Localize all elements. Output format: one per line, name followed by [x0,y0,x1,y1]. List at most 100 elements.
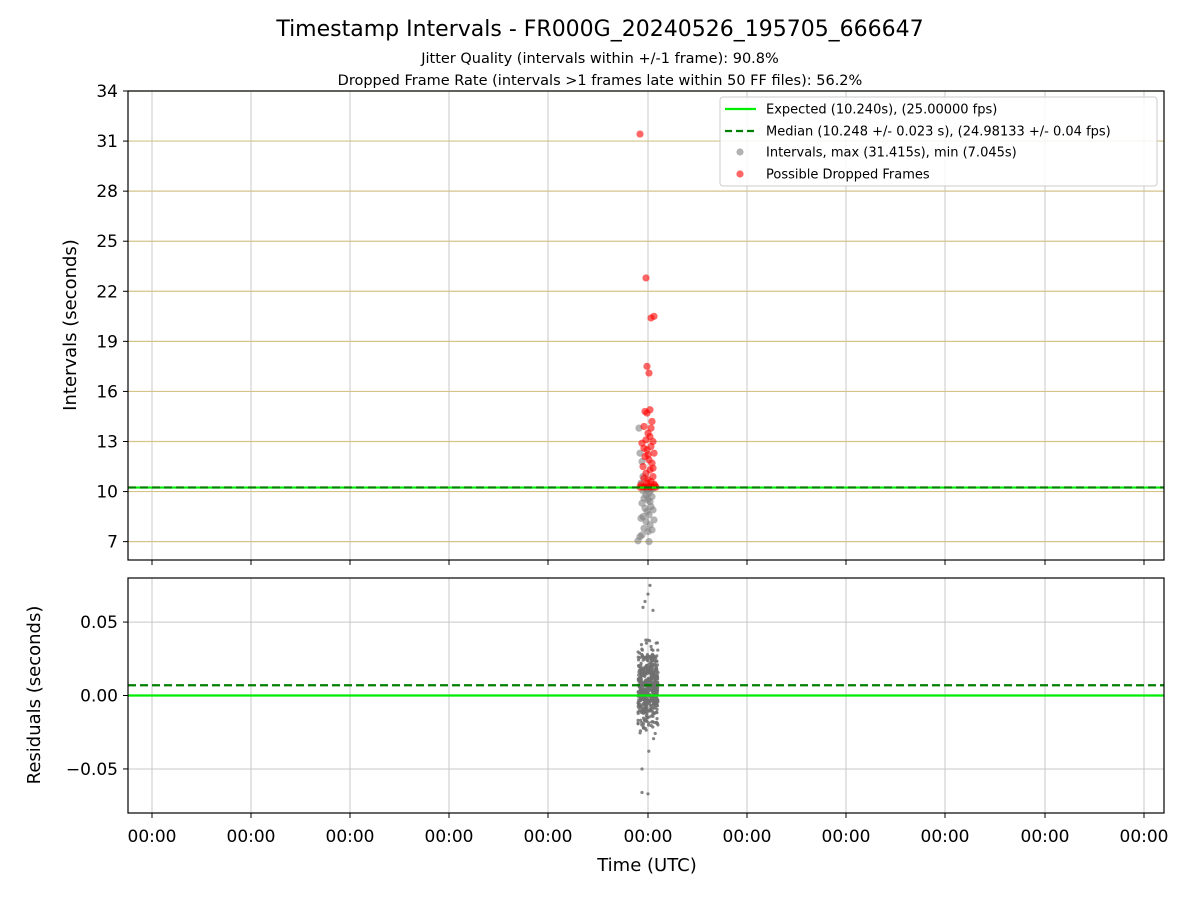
residual-point [644,719,649,723]
chart-title: Timestamp Intervals - FR000G_20240526_19… [275,17,923,42]
top-y-tick-label: 10 [96,483,118,503]
residual-point [644,696,648,700]
interval-point [636,533,644,541]
residual-point [640,647,644,651]
top-y-tick-label: 22 [96,282,118,302]
legend: Expected (10.240s), (25.00000 fps) Median… [719,96,1158,187]
residual-point [643,704,648,708]
x-tick-label: 00:00 [425,827,474,847]
dropped-frame-point [649,464,657,472]
top-y-tick-label: 28 [96,182,118,202]
bottom-y-tick-label: 0.05 [80,613,118,633]
legend-intervals-swatch [736,148,744,156]
residual-point [637,670,641,674]
residual-point [644,688,648,692]
residual-point [637,701,641,706]
residual-point [647,676,651,680]
residual-point [641,658,645,662]
residual-point [639,643,644,647]
residual-point [653,731,657,736]
residual-point [639,697,643,701]
residual-point [647,708,651,712]
legend-median-label: Median (10.248 +/- 0.023 s), (24.98133 +… [766,125,1111,140]
x-tick-label: 00:00 [524,827,573,847]
legend-intervals-label: Intervals, max (31.415s), min (7.045s) [766,146,1017,161]
residual-point [636,718,640,722]
residual-point [637,676,641,680]
residual-point [651,725,655,729]
residual-point [647,749,651,753]
dropped-frame-point [643,362,651,370]
x-tick-label: 00:00 [128,827,177,847]
residual-point [639,718,643,722]
x-axis-label: Time (UTC) [596,855,697,876]
residual-point [656,648,660,652]
residual-point [653,678,657,682]
interval-point [637,514,645,522]
residual-point [641,709,645,713]
residual-point [651,737,656,741]
residual-point [651,648,655,652]
residual-point [656,670,660,675]
dropped-frame-point [640,444,648,452]
dropped-frame-point [639,462,647,471]
residual-point [655,663,660,667]
residual-point [655,659,659,663]
residual-point [655,690,659,694]
dropped-frame-point [645,369,653,377]
interval-point [649,506,657,514]
residual-point [637,690,641,695]
x-tick-label: 00:00 [1120,827,1169,847]
residual-point [655,721,659,725]
x-tick-label: 00:00 [822,827,871,847]
dropped-frame-point [644,451,652,459]
residual-outlier-point [646,792,650,796]
residual-point [653,674,658,678]
residual-point [645,715,649,719]
residual-point [652,711,657,716]
interval-point [645,511,653,519]
intervals-plot: 7 10 13 16 19 22 25 28 31 34 Expected (10.240s), (… [96,82,1165,565]
residual-point [646,659,650,663]
chart-subtitle-jitter: Jitter Quality (intervals within +/-1 fr… [420,51,779,67]
residual-point [638,651,642,655]
x-tick-label: 00:00 [723,827,772,847]
residual-point [651,659,655,663]
residual-point [645,655,649,660]
top-y-tick-label: 7 [107,533,118,553]
residuals-plot: −0.05 0.00 0.05 00:00 00:00 00:00 00:00 00:00 00… [66,577,1169,847]
top-y-tick-label: 16 [96,382,118,402]
residual-point [646,671,650,675]
bottom-plot-frame [127,577,1165,814]
top-y-tick-label: 31 [96,132,118,152]
interval-point [645,538,653,546]
residual-point [642,691,646,695]
residual-point [648,699,652,703]
residual-point [650,671,655,676]
residual-point [644,708,648,712]
residual-point [636,711,640,715]
residual-outlier-point [646,592,650,596]
chart-subtitle-dropped: Dropped Frame Rate (intervals >1 frames … [338,73,863,89]
residual-point [652,654,656,659]
bottom-y-tick-label: 0.00 [80,687,118,707]
residual-point [653,667,657,672]
top-plot-frame [127,90,1165,561]
interval-point [648,526,656,534]
dropped-frame-point [636,130,644,138]
interval-point [650,516,658,524]
top-y-tick-label: 19 [96,332,118,352]
residual-outlier-point [643,599,647,604]
residual-outlier-point [641,605,645,609]
residual-point [647,721,651,725]
residual-point [651,720,655,724]
dropped-frame-point [643,409,651,417]
residual-point [638,731,642,735]
residual-outlier-point [648,583,652,587]
dropped-frame-point [648,417,656,426]
residual-point [647,701,652,706]
top-y-tick-label: 34 [96,82,118,102]
residual-point [638,656,642,660]
residual-outlier-point [640,767,644,771]
residual-point [644,641,649,645]
